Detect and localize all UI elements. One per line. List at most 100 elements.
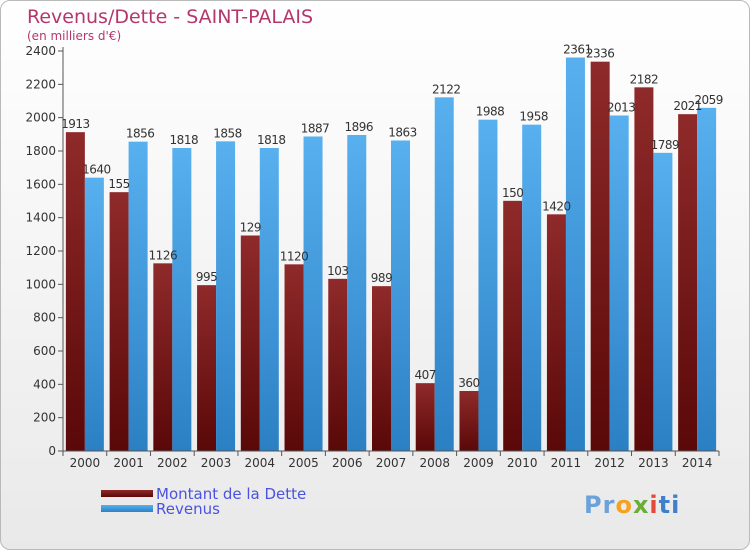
x-tick-label: 2000 [70, 456, 101, 470]
legend-item-dette: Montant de la Dette [101, 487, 306, 502]
x-tick-label: 2014 [682, 456, 713, 470]
bar-dette [590, 61, 610, 452]
x-tick-label: 2008 [419, 456, 450, 470]
data-label-dette: 2021 [673, 99, 702, 113]
data-label-revenus: 1818 [257, 133, 286, 147]
bar-revenus [391, 140, 410, 451]
data-label-dette: 995 [196, 270, 217, 284]
proxiti-logo: Proxiti [584, 491, 680, 519]
bar-revenus [697, 107, 717, 451]
data-label-revenus: 1863 [388, 126, 417, 140]
y-tick-label: 1000 [25, 277, 56, 291]
bar-dette [415, 383, 435, 451]
data-label-dette: 2336 [586, 47, 615, 61]
data-label-revenus: 1818 [170, 133, 199, 147]
logo-part: o [615, 491, 633, 519]
data-label-revenus: 1896 [344, 120, 373, 134]
bar-dette [634, 87, 654, 451]
y-axis: 0 200 400 600 800 1000 1200 1400 1600 1800 2000 220… [25, 44, 64, 458]
data-label-revenus: 2122 [432, 82, 461, 96]
legend: Montant de la Dette Revenus [101, 487, 306, 517]
logo-part: ti [658, 491, 681, 519]
x-tick-label: 2010 [507, 456, 538, 470]
x-tick-label: 2009 [463, 456, 494, 470]
x-tick-label: 2001 [113, 456, 144, 470]
bar-dette [328, 278, 348, 451]
data-label-dette: 1420 [542, 199, 571, 213]
x-tick-label: 2006 [332, 456, 363, 470]
data-label-dette: 989 [371, 271, 392, 285]
y-tick-label: 1800 [25, 144, 56, 158]
legend-swatch-revenus [101, 505, 153, 512]
bar-revenus [522, 124, 542, 452]
logo-part: Pr [584, 491, 616, 519]
bar-dette [153, 263, 173, 451]
legend-swatch-dette [101, 490, 153, 497]
bar-dette [197, 285, 217, 451]
data-label-dette: 360 [458, 376, 479, 390]
x-tick-label: 2005 [288, 456, 319, 470]
data-label-revenus: 1856 [126, 127, 155, 141]
data-label-dette: 129 [240, 221, 261, 235]
bar-revenus [478, 119, 498, 452]
bar-revenus [653, 152, 673, 452]
logo-part: i [649, 491, 659, 519]
x-axis: 2000 2001 2002 2003 2004 2005 2006 2007 2008 2009… [62, 450, 720, 470]
y-tick-label: 1200 [25, 244, 56, 258]
bar-revenus [565, 57, 585, 451]
bar-revenus [259, 148, 279, 451]
y-tick-label: 400 [33, 377, 56, 391]
data-label-dette: 103 [327, 264, 348, 278]
x-tick-label: 2002 [157, 456, 188, 470]
bar-revenus [216, 141, 236, 452]
bar-revenus [434, 97, 454, 451]
bar-revenus [84, 177, 104, 451]
chart-subtitle: (en milliers d'€) [27, 29, 122, 43]
data-label-revenus: 1789 [651, 138, 680, 152]
y-tick-label: 800 [33, 311, 56, 325]
data-label-revenus: 2013 [607, 101, 636, 115]
y-tick-label: 2200 [25, 77, 56, 91]
x-tick-label: 2011 [551, 456, 582, 470]
x-tick-label: 2013 [638, 456, 669, 470]
data-label-revenus: 2361 [563, 43, 592, 57]
bar-dette [109, 192, 129, 451]
y-tick-label: 2000 [25, 111, 56, 125]
y-tick-label: 2400 [25, 44, 56, 58]
data-label-dette: 1913 [61, 117, 90, 131]
data-label-dette: 1120 [280, 249, 309, 263]
data-label-revenus: 1858 [213, 126, 242, 140]
bar-dette [372, 286, 391, 451]
bar-dette [503, 200, 523, 451]
y-tick-label: 600 [33, 344, 56, 358]
data-label-revenus: 1887 [301, 122, 330, 136]
data-label-revenus: 1988 [476, 105, 505, 119]
bar-dette [546, 214, 566, 451]
x-tick-label: 2007 [376, 456, 407, 470]
bar-dette [459, 391, 479, 451]
data-label-dette: 1126 [149, 248, 178, 262]
bar-dette [240, 235, 260, 451]
data-label-dette: 150 [502, 186, 523, 200]
bar-revenus [172, 148, 192, 451]
y-tick-label: 0 [48, 444, 56, 458]
x-tick-label: 2004 [245, 456, 276, 470]
x-tick-label: 2003 [201, 456, 232, 470]
y-tick-label: 1600 [25, 177, 56, 191]
y-tick-label: 200 [33, 411, 56, 425]
bar-revenus [128, 141, 148, 451]
bar-revenus [347, 135, 367, 451]
data-label-dette: 407 [415, 368, 436, 382]
chart-title: Revenus/Dette - SAINT-PALAIS [27, 6, 314, 28]
logo-part: x [632, 491, 650, 519]
bars [65, 57, 717, 452]
data-label-dette: 155 [108, 177, 129, 191]
bar-dette [284, 264, 304, 451]
x-tick-label: 2012 [594, 456, 625, 470]
data-label-revenus: 1640 [82, 163, 111, 177]
bar-dette [65, 132, 85, 451]
y-tick-label: 1400 [25, 211, 56, 225]
